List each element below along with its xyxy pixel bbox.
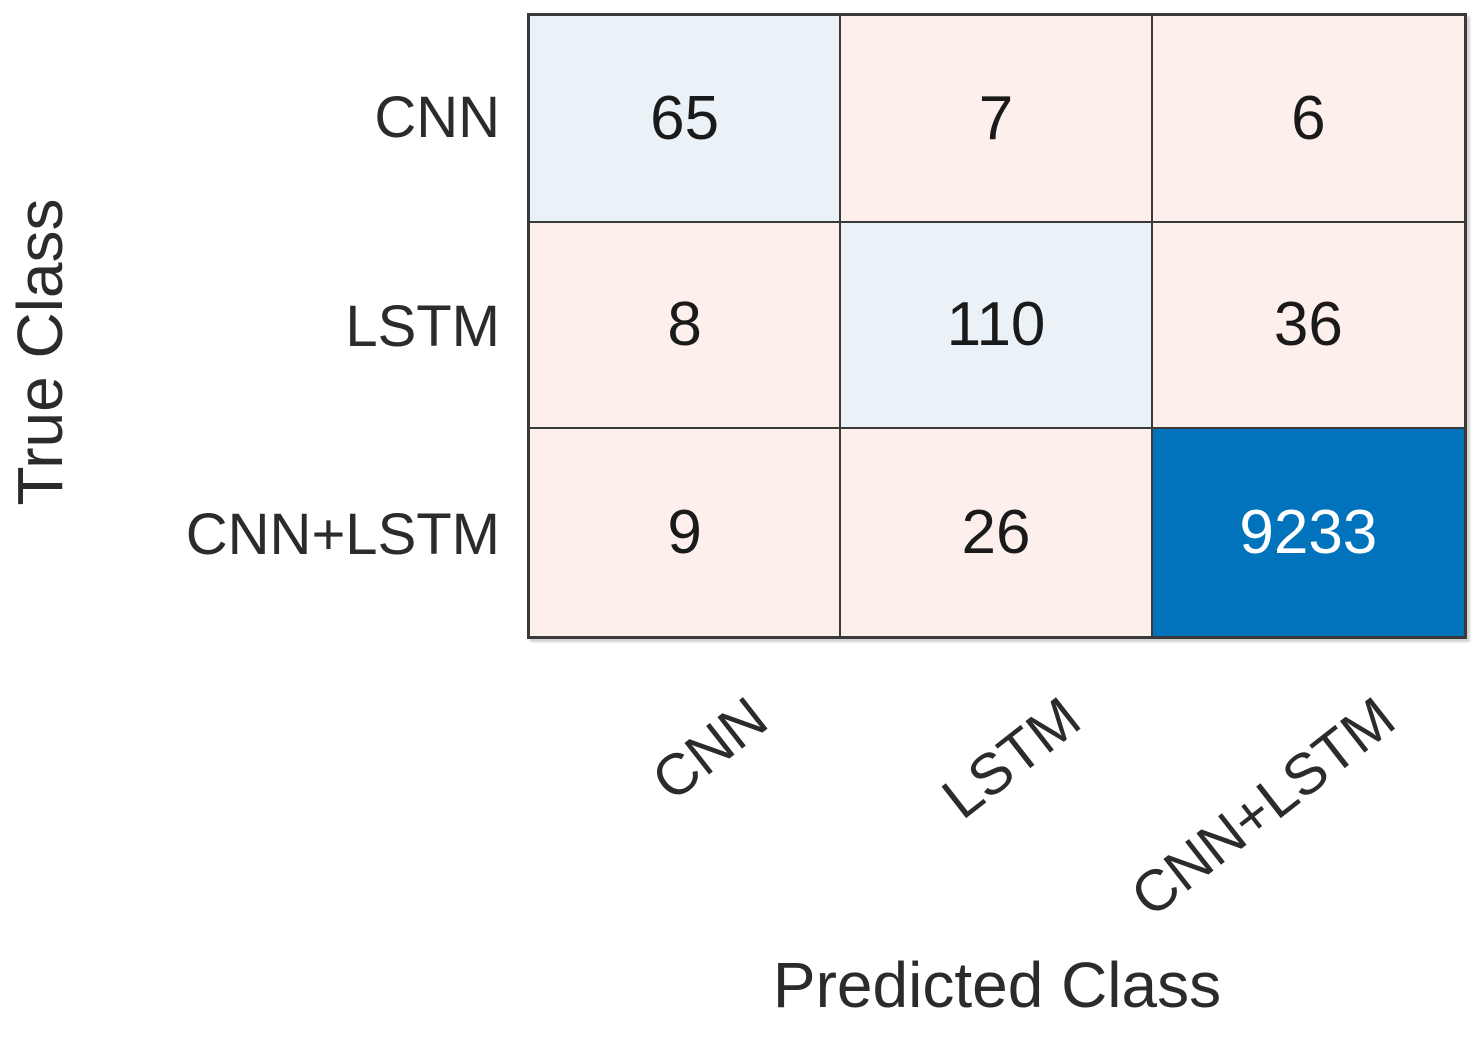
cell-r1c1: 110: [841, 222, 1153, 430]
cell-r2c1: 26: [841, 429, 1153, 636]
cell-r1c2: 36: [1152, 222, 1464, 430]
cell-r0c2: 6: [1152, 16, 1464, 223]
cell-r1c0: 8: [530, 222, 842, 430]
x-tick-label-cnn-lstm: CNN+LSTM: [1119, 684, 1407, 930]
x-tick-label-cnn: CNN: [640, 684, 780, 814]
cell-r0c0: 65: [530, 16, 842, 223]
x-axis-title: Predicted Class: [772, 949, 1222, 1021]
y-tick-label-lstm: LSTM: [345, 293, 500, 359]
cell-r0c1: 7: [841, 16, 1153, 223]
confusion-matrix-grid: 65 7 6 8 110 36 9 26 9233: [527, 13, 1467, 639]
x-tick-label-lstm: LSTM: [930, 684, 1093, 832]
y-tick-label-cnn-lstm: CNN+LSTM: [185, 501, 500, 567]
cell-r2c2: 9233: [1152, 429, 1464, 636]
y-tick-label-cnn: CNN: [374, 84, 500, 150]
cell-r2c0: 9: [530, 429, 842, 636]
